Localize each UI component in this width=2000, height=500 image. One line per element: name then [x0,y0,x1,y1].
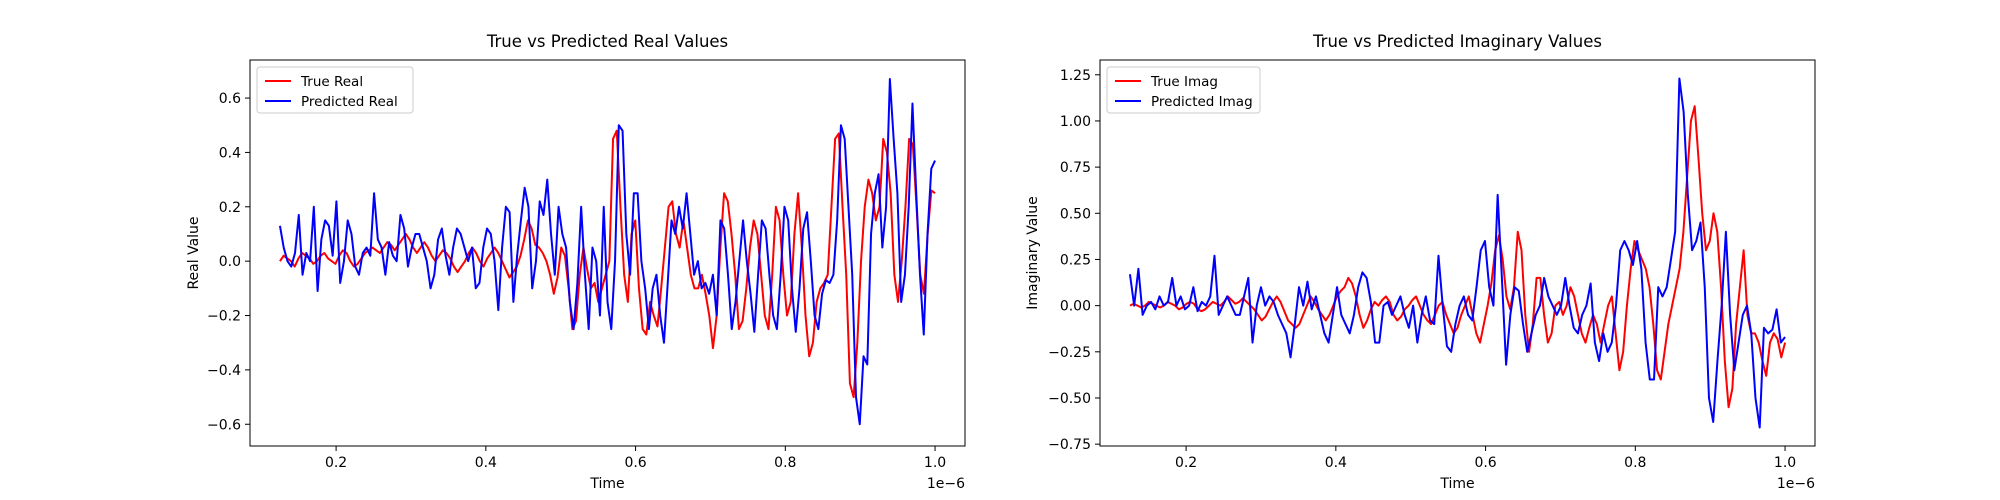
x-tick-label: 0.2 [1175,455,1197,471]
axes-frame [1099,59,1816,447]
legend-box [256,66,414,114]
y-tick-label: 0.4 [219,145,241,161]
legend-label: Predicted Real [301,94,398,110]
y-tick-label: 0.00 [1060,299,1091,315]
y-tick-label: 0.0 [219,254,241,270]
x-axis-label: Time [589,476,624,492]
legend-label: True Imag [1150,74,1218,90]
y-tick-label: −0.50 [1048,391,1091,407]
y-tick-label: 0.6 [219,91,241,107]
legend: True Real Predicted Real [256,66,414,114]
x-tick-label: 0.6 [624,455,646,471]
x-tick-label: 1.0 [1774,455,1796,471]
y-tick-label: −0.2 [207,309,241,325]
y-tick-label: 0.50 [1060,206,1091,222]
y-tick-label: −0.75 [1048,437,1091,453]
x-tick-label: 0.4 [1325,455,1347,471]
y-tick-label: −0.6 [207,417,241,433]
legend-label: Predicted Imag [1151,94,1253,110]
x-tick-label: 0.2 [325,455,347,471]
y-tick-label: 0.75 [1060,160,1091,176]
axes-frame [249,59,966,447]
y-tick-label: −0.25 [1048,345,1091,361]
chart-title: True vs Predicted Imaginary Values [1312,32,1602,51]
x-tick-label: 1.0 [924,455,946,471]
y-tick-label: 0.25 [1060,252,1091,268]
x-tick-label: 0.4 [475,455,497,471]
x-axis-label: Time [1439,476,1474,492]
series-line-predicted-real [278,78,936,426]
legend: True Imag Predicted Imag [1106,66,1261,114]
chart-title: True vs Predicted Real Values [486,32,728,51]
legend-label: True Real [300,74,363,90]
x-tick-label: 0.8 [774,455,796,471]
x-tick-label: 0.6 [1474,455,1496,471]
y-tick-label: −0.4 [207,363,241,379]
y-tick-label: 1.25 [1060,68,1091,84]
y-axis-label: Real Value [186,216,202,289]
series-line-true-imag [1129,105,1787,409]
y-axis-label: Imaginary Value [1025,196,1041,310]
series-line-true-real [279,129,936,399]
x-offset-label: 1e−6 [927,476,965,492]
legend-box [1106,66,1261,114]
x-tick-label: 0.8 [1624,455,1646,471]
x-offset-label: 1e−6 [1777,476,1815,492]
chart-imaginary-values: True vs Predicted Imaginary Values 0.2 0.4… [1025,32,1816,492]
chart-real-values: True vs Predicted Real Values 0.2 0.4 0.6 0.… [186,32,966,492]
series-line-predicted-imag [1128,77,1786,429]
y-tick-label: 0.2 [219,200,241,216]
y-tick-label: 1.00 [1060,114,1091,130]
